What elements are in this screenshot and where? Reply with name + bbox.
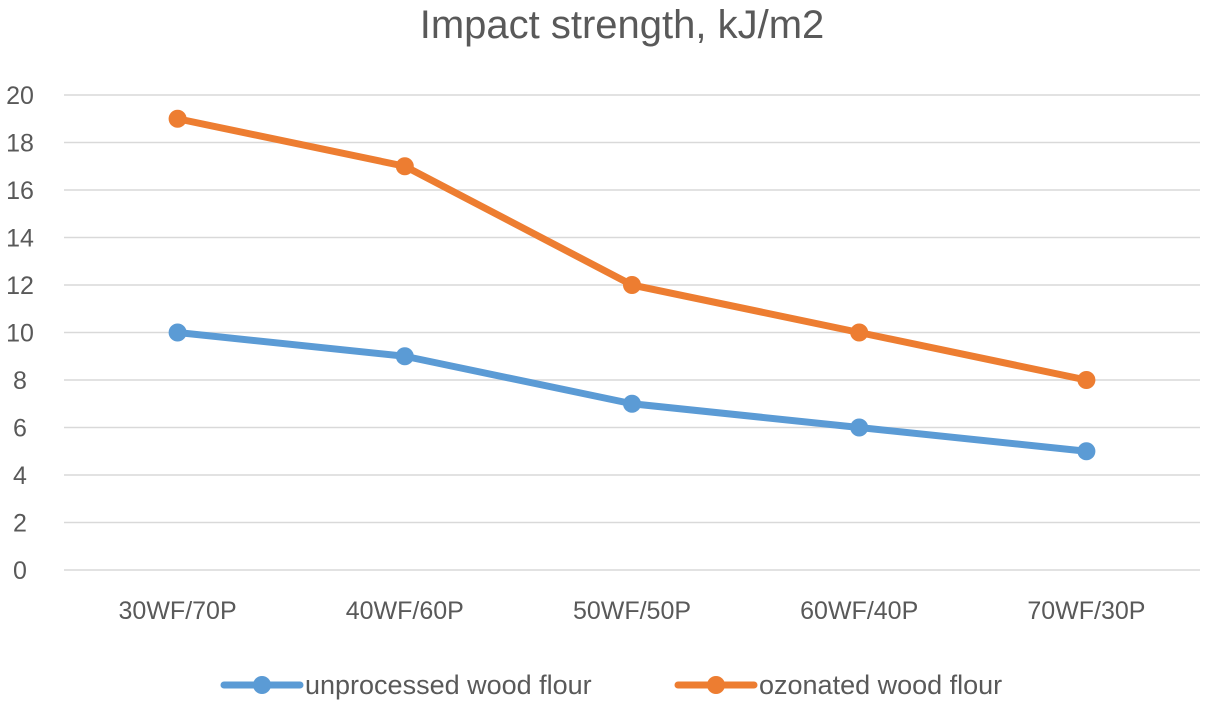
legend-label-1: ozonated wood flour [759, 670, 1002, 700]
y-tick-label: 10 [6, 320, 34, 348]
legend-marker-1 [707, 676, 725, 694]
data-point [168, 323, 187, 342]
x-tick-label: 60WF/40P [800, 597, 918, 625]
legend-label-0: unprocessed wood flour [305, 670, 592, 700]
x-tick-label: 70WF/30P [1027, 597, 1145, 625]
data-point [395, 157, 414, 176]
y-tick-label: 8 [13, 367, 27, 395]
y-tick-label: 14 [6, 225, 34, 253]
y-tick-label: 6 [13, 415, 27, 443]
y-tick-label: 18 [6, 130, 34, 158]
y-axis-labels: 0 2 4 6 8 10 12 14 16 18 20 [6, 82, 34, 585]
data-point [850, 323, 869, 342]
x-tick-label: 40WF/60P [346, 597, 464, 625]
x-tick-label: 30WF/70P [119, 597, 237, 625]
x-axis-labels: 30WF/70P 40WF/60P 50WF/50P 60WF/40P 70WF/30P [119, 597, 1146, 625]
grid [64, 94, 1200, 571]
y-tick-label: 20 [6, 82, 34, 110]
series-layer [168, 109, 1096, 461]
data-point [1077, 442, 1096, 461]
y-tick-label: 4 [13, 462, 27, 490]
y-tick-label: 2 [13, 510, 27, 538]
chart-title: Impact strength, kJ/m2 [420, 3, 825, 47]
data-point [623, 276, 641, 294]
legend-marker-0 [253, 676, 271, 694]
y-tick-label: 16 [6, 177, 34, 205]
y-tick-label: 0 [13, 557, 27, 585]
series-line-1 [174, 115, 1090, 384]
legend: unprocessed wood flour ozonated wood flou… [220, 670, 1002, 700]
data-point [395, 347, 414, 366]
x-tick-label: 50WF/50P [573, 597, 691, 625]
data-point [623, 394, 641, 413]
data-point [850, 418, 869, 437]
data-point [168, 109, 187, 128]
data-point [1077, 371, 1096, 389]
y-tick-label: 12 [6, 272, 34, 300]
